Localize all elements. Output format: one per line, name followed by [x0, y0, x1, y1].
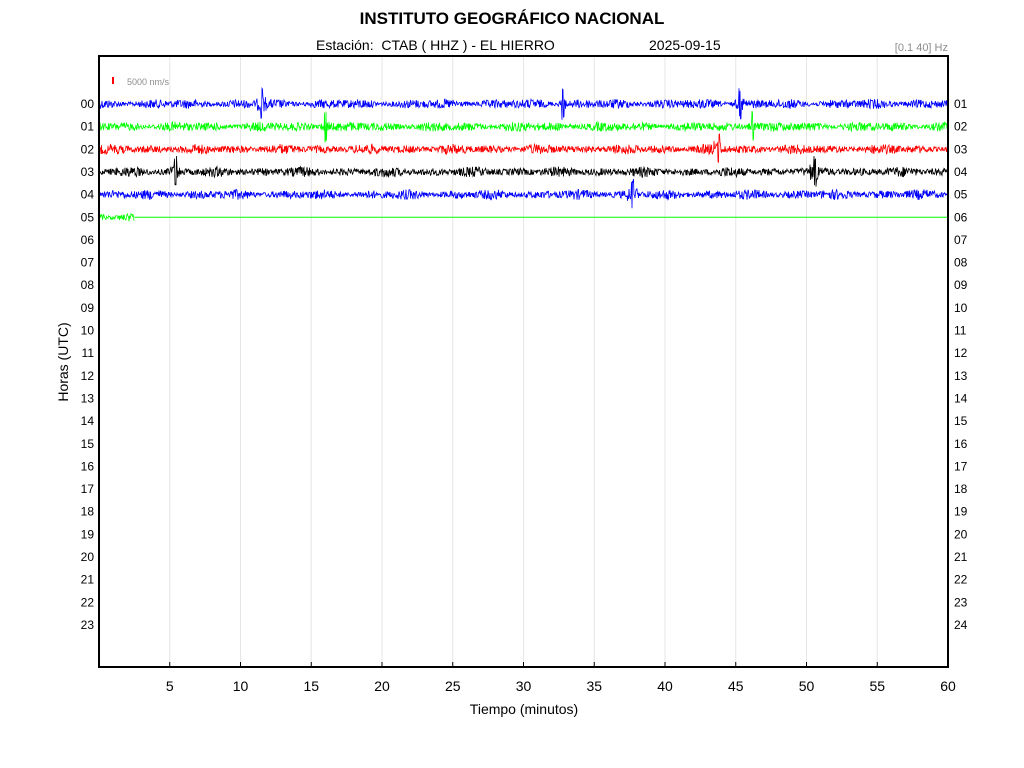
trace-hour-05 — [98, 212, 135, 222]
y-tick-label-right: 01 — [954, 97, 968, 111]
y-tick-label-right: 18 — [954, 482, 968, 496]
x-tick-label: 25 — [445, 678, 461, 694]
y-axis-right: 01 02 03 04 05 06 07 08 09 10 11 12 13 14 15 16 17 18 19 20… — [954, 97, 968, 632]
y-tick-label-right: 04 — [954, 165, 968, 179]
chart-title: INSTITUTO GEOGRÁFICO NACIONAL — [359, 9, 665, 28]
y-tick-label-left: 19 — [81, 527, 95, 541]
x-tick-label: 30 — [516, 678, 532, 694]
y-tick-label-left: 17 — [81, 482, 95, 496]
y-tick-label-right: 20 — [954, 527, 968, 541]
y-tick-label-left: 12 — [81, 369, 95, 383]
y-tick-label-right: 17 — [954, 459, 968, 473]
station-label: Estación: CTAB ( HHZ ) - EL HIERRO — [316, 37, 555, 53]
y-tick-label-right: 09 — [954, 278, 968, 292]
y-tick-label-right: 08 — [954, 256, 968, 270]
trace-hour-04 — [98, 178, 949, 209]
y-tick-label-right: 23 — [954, 595, 968, 609]
y-tick-label-left: 06 — [81, 233, 95, 247]
y-tick-label-left: 02 — [81, 142, 95, 156]
y-tick-label-left: 23 — [81, 618, 95, 632]
y-tick-label-left: 18 — [81, 505, 95, 519]
y-tick-label-left: 16 — [81, 459, 95, 473]
x-tick-label: 20 — [374, 678, 390, 694]
x-tick-label: 50 — [799, 678, 815, 694]
y-tick-label-right: 11 — [954, 324, 967, 338]
trace-hour-00 — [98, 86, 949, 120]
y-tick-label-right: 13 — [954, 369, 968, 383]
y-tick-label-left: 13 — [81, 391, 95, 405]
y-tick-label-right: 03 — [954, 142, 968, 156]
y-axis-left: 00 01 02 03 04 05 06 07 08 09 10 11 12 13 14 15 16 17 18 19… — [81, 97, 95, 632]
y-tick-label-right: 14 — [954, 391, 968, 405]
x-tick-label: 40 — [657, 678, 673, 694]
y-axis-label: Horas (UTC) — [55, 322, 71, 401]
trace-hour-03 — [98, 155, 949, 187]
y-tick-label-right: 02 — [954, 120, 968, 134]
x-tick-label: 15 — [303, 678, 319, 694]
filter-band-label: [0.1 40] Hz — [894, 42, 948, 54]
y-tick-label-right: 05 — [954, 188, 968, 202]
grid-lines — [169, 56, 878, 667]
y-tick-label-left: 11 — [82, 346, 95, 360]
y-tick-label-right: 06 — [954, 210, 968, 224]
x-tick-label: 55 — [869, 678, 885, 694]
y-tick-label-left: 08 — [81, 278, 95, 292]
y-tick-label-right: 19 — [954, 505, 968, 519]
x-tick-label: 10 — [233, 678, 249, 694]
y-tick-label-left: 01 — [81, 120, 95, 134]
scale-bar-label: 5000 nm/s — [127, 77, 170, 87]
y-tick-label-left: 15 — [81, 437, 95, 451]
y-tick-label-left: 21 — [81, 573, 95, 587]
x-axis-label: Tiempo (minutos) — [470, 701, 578, 717]
trace-hour-01 — [98, 111, 949, 143]
y-tick-label-left: 07 — [81, 256, 95, 270]
y-tick-label-left: 03 — [81, 165, 95, 179]
y-tick-label-right: 24 — [954, 618, 968, 632]
y-tick-label-right: 10 — [954, 301, 968, 315]
seismic-traces — [98, 86, 949, 222]
trace-hour-02 — [98, 133, 949, 163]
y-tick-label-right: 12 — [954, 346, 968, 360]
y-tick-label-left: 22 — [81, 595, 95, 609]
x-tick-label: 45 — [728, 678, 744, 694]
x-tick-label: 5 — [166, 678, 174, 694]
y-tick-label-right: 21 — [954, 550, 968, 564]
y-tick-label-right: 16 — [954, 437, 968, 451]
y-tick-label-right: 07 — [954, 233, 968, 247]
y-tick-label-left: 04 — [81, 188, 95, 202]
x-axis: 5 10 15 20 25 30 35 40 45 50 55 60 — [166, 662, 956, 694]
scale-bar-mark — [112, 77, 114, 84]
y-tick-label-left: 09 — [81, 301, 95, 315]
y-tick-label-left: 05 — [81, 210, 95, 224]
y-tick-label-left: 10 — [81, 324, 95, 338]
x-tick-label: 35 — [586, 678, 602, 694]
x-tick-label: 60 — [940, 678, 956, 694]
y-tick-label-left: 00 — [81, 97, 95, 111]
amplitude-scale: 5000 nm/s — [112, 77, 170, 87]
y-tick-label-left: 14 — [81, 414, 95, 428]
y-tick-label-left: 20 — [81, 550, 95, 564]
y-tick-label-right: 15 — [954, 414, 968, 428]
y-tick-label-right: 22 — [954, 573, 968, 587]
date-label: 2025-09-15 — [649, 37, 721, 53]
